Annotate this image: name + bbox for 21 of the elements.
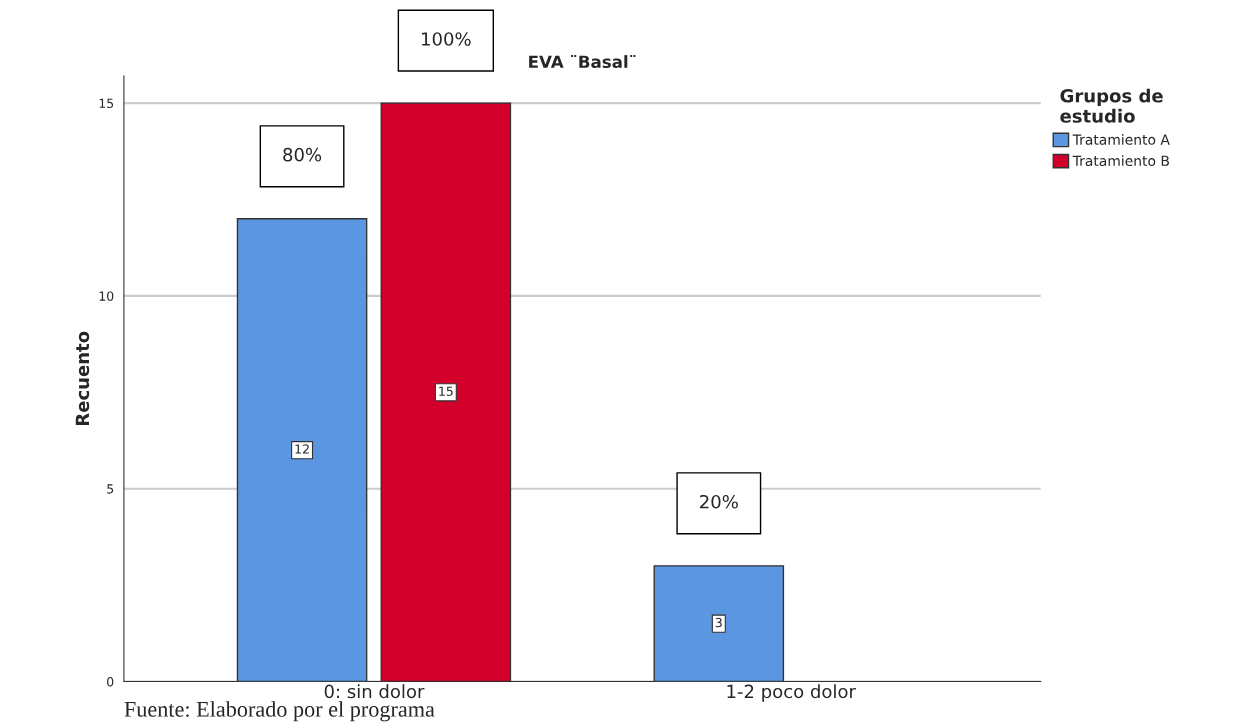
bar xyxy=(653,565,785,682)
legend-label: Tratamiento A xyxy=(1072,134,1170,145)
text: 100% xyxy=(422,32,471,46)
annotation: 20% xyxy=(700,494,738,509)
data-label: 3 xyxy=(715,617,722,628)
data-label: 12 xyxy=(295,444,309,454)
data-label: 15 xyxy=(439,386,453,396)
bar xyxy=(236,218,368,682)
legend-label: Tratamiento B xyxy=(1072,155,1169,167)
x-tick-label: 0: sin dolor xyxy=(324,684,425,699)
y-tick-label: 10 xyxy=(99,291,114,301)
x-tick-label: 1-2 poco dolor xyxy=(727,684,856,702)
bar xyxy=(380,102,512,682)
source-note: Fuente: Elaborado por el programa xyxy=(124,701,435,722)
annotation: 80% xyxy=(283,147,322,162)
y-tick-label: 0 xyxy=(107,676,114,687)
legend-title: Grupos de estudio xyxy=(1060,88,1163,123)
y-tick-label: 5 xyxy=(107,484,114,494)
y-tick-label: 15 xyxy=(99,98,114,109)
y-axis-title: Recuento xyxy=(75,331,90,426)
chart-title: EVA ¨Basal¨ xyxy=(529,54,636,69)
